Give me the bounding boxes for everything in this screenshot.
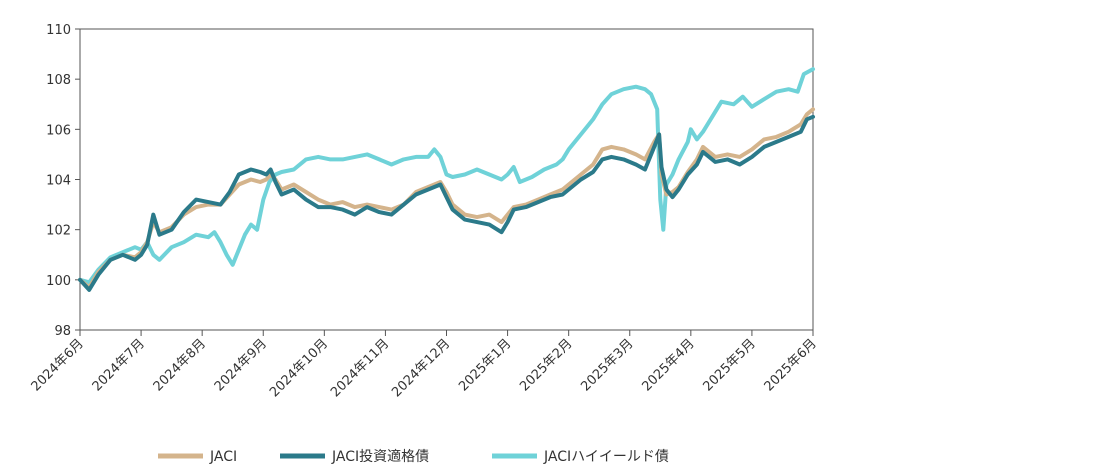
y-tick-label: 100	[46, 274, 71, 289]
y-axis: 98 100 102 104 106 108 110	[46, 23, 80, 339]
y-tick-label: 98	[54, 324, 71, 339]
series-line-1	[78, 114, 815, 292]
y-tick-label: 106	[46, 123, 71, 138]
y-tick-label: 104	[46, 174, 71, 189]
x-tick-label: 2025年1月	[456, 336, 514, 394]
plot-area-frame	[79, 28, 814, 331]
x-tick-label: 2024年12月	[389, 336, 453, 400]
x-tick-label: 2025年3月	[578, 336, 636, 394]
legend-label-0: JACI	[209, 449, 237, 465]
x-tick-label: 2025年5月	[701, 336, 759, 394]
x-tick-label: 2024年11月	[328, 336, 392, 400]
legend-label-2: JACIハイイールド債	[543, 449, 669, 465]
x-tick-label: 2024年6月	[29, 336, 87, 394]
x-tick-label: 2025年2月	[517, 336, 575, 394]
y-tick-label: 108	[46, 73, 71, 88]
x-tick-label: 2025年6月	[762, 336, 820, 394]
x-axis: 2024年6月 2024年7月 2024年8月 2024年9月2024年10月2024…	[29, 330, 820, 400]
series-line-2	[78, 67, 815, 285]
x-tick-label: 2025年4月	[639, 336, 697, 394]
legend-label-1: JACI投資適格債	[331, 448, 429, 465]
y-tick-label: 110	[46, 23, 71, 38]
x-tick-label: 2024年7月	[90, 336, 148, 394]
x-tick-label: 2024年10月	[267, 336, 331, 400]
y-tick-label: 102	[46, 224, 71, 239]
legend: JACI JACI投資適格債 JACIハイイールド債	[158, 448, 669, 465]
x-tick-label: 2024年9月	[212, 336, 270, 394]
x-tick-label: 2024年8月	[151, 336, 209, 394]
series-lines	[78, 67, 815, 292]
